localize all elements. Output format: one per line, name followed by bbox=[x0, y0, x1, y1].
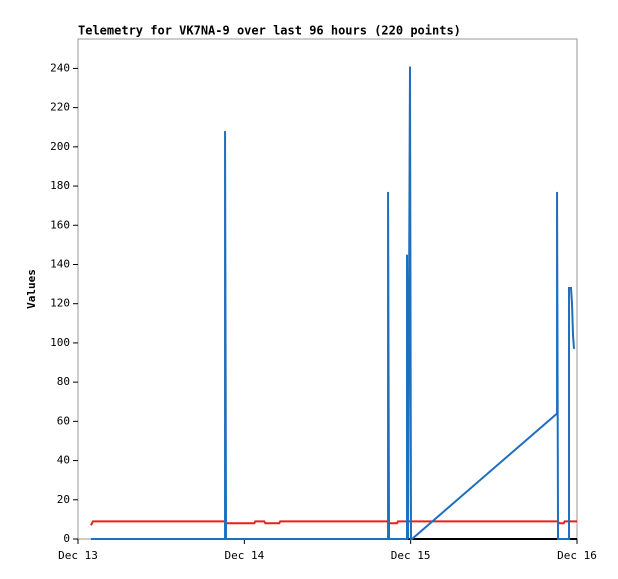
y-tick-label: 180 bbox=[50, 179, 70, 192]
y-tick-label: 40 bbox=[57, 454, 70, 467]
y-tick-label: 160 bbox=[50, 218, 70, 231]
y-tick-label: 100 bbox=[50, 336, 70, 349]
y-tick-label: 140 bbox=[50, 257, 70, 270]
chart-title: Telemetry for VK7NA-9 over last 96 hours… bbox=[78, 24, 461, 38]
x-tick-label: Dec 16 bbox=[557, 549, 597, 562]
y-tick-label: 20 bbox=[57, 493, 70, 506]
y-tick-label: 0 bbox=[63, 532, 70, 545]
y-axis-label: Values bbox=[25, 269, 38, 309]
y-tick-label: 80 bbox=[57, 375, 70, 388]
y-tick-label: 200 bbox=[50, 140, 70, 153]
y-tick-label: 220 bbox=[50, 101, 70, 114]
x-tick-label: Dec 13 bbox=[58, 549, 98, 562]
x-tick-label: Dec 15 bbox=[391, 549, 431, 562]
series-line bbox=[90, 520, 577, 526]
series-line bbox=[90, 66, 576, 540]
y-tick-label: 240 bbox=[50, 61, 70, 74]
x-tick-label: Dec 14 bbox=[224, 549, 264, 562]
y-tick-label: 120 bbox=[50, 297, 70, 310]
y-tick-label: 60 bbox=[57, 414, 70, 427]
